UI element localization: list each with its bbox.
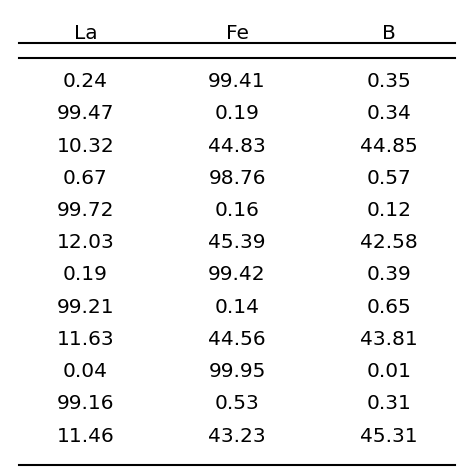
Text: 0.14: 0.14: [215, 298, 259, 317]
Text: 0.24: 0.24: [63, 72, 108, 91]
Text: 0.19: 0.19: [63, 265, 108, 284]
Text: 99.42: 99.42: [208, 265, 266, 284]
Text: 44.56: 44.56: [208, 330, 266, 349]
Text: 12.03: 12.03: [56, 233, 114, 252]
Text: 98.76: 98.76: [208, 169, 266, 188]
Text: 0.16: 0.16: [215, 201, 259, 220]
Text: 0.19: 0.19: [215, 104, 259, 123]
Text: 45.31: 45.31: [360, 427, 418, 446]
Text: 0.67: 0.67: [63, 169, 108, 188]
Text: 0.57: 0.57: [366, 169, 411, 188]
Text: 44.85: 44.85: [360, 137, 418, 155]
Text: 11.63: 11.63: [56, 330, 114, 349]
Text: 0.35: 0.35: [366, 72, 411, 91]
Text: La: La: [73, 24, 97, 43]
Text: 99.21: 99.21: [56, 298, 114, 317]
Text: 42.58: 42.58: [360, 233, 418, 252]
Text: 0.31: 0.31: [366, 394, 411, 413]
Text: 0.12: 0.12: [366, 201, 411, 220]
Text: 99.16: 99.16: [56, 394, 114, 413]
Text: 43.23: 43.23: [208, 427, 266, 446]
Text: 10.32: 10.32: [56, 137, 114, 155]
Text: 0.01: 0.01: [366, 362, 411, 381]
Text: 45.39: 45.39: [208, 233, 266, 252]
Text: Fe: Fe: [226, 24, 248, 43]
Text: 43.81: 43.81: [360, 330, 418, 349]
Text: 11.46: 11.46: [56, 427, 114, 446]
Text: 0.65: 0.65: [366, 298, 411, 317]
Text: 44.83: 44.83: [208, 137, 266, 155]
Text: 0.39: 0.39: [366, 265, 411, 284]
Text: 99.72: 99.72: [56, 201, 114, 220]
Text: 99.95: 99.95: [208, 362, 266, 381]
Text: 0.53: 0.53: [215, 394, 259, 413]
Text: B: B: [382, 24, 396, 43]
Text: 99.47: 99.47: [56, 104, 114, 123]
Text: 99.41: 99.41: [208, 72, 266, 91]
Text: 0.04: 0.04: [63, 362, 108, 381]
Text: 0.34: 0.34: [366, 104, 411, 123]
